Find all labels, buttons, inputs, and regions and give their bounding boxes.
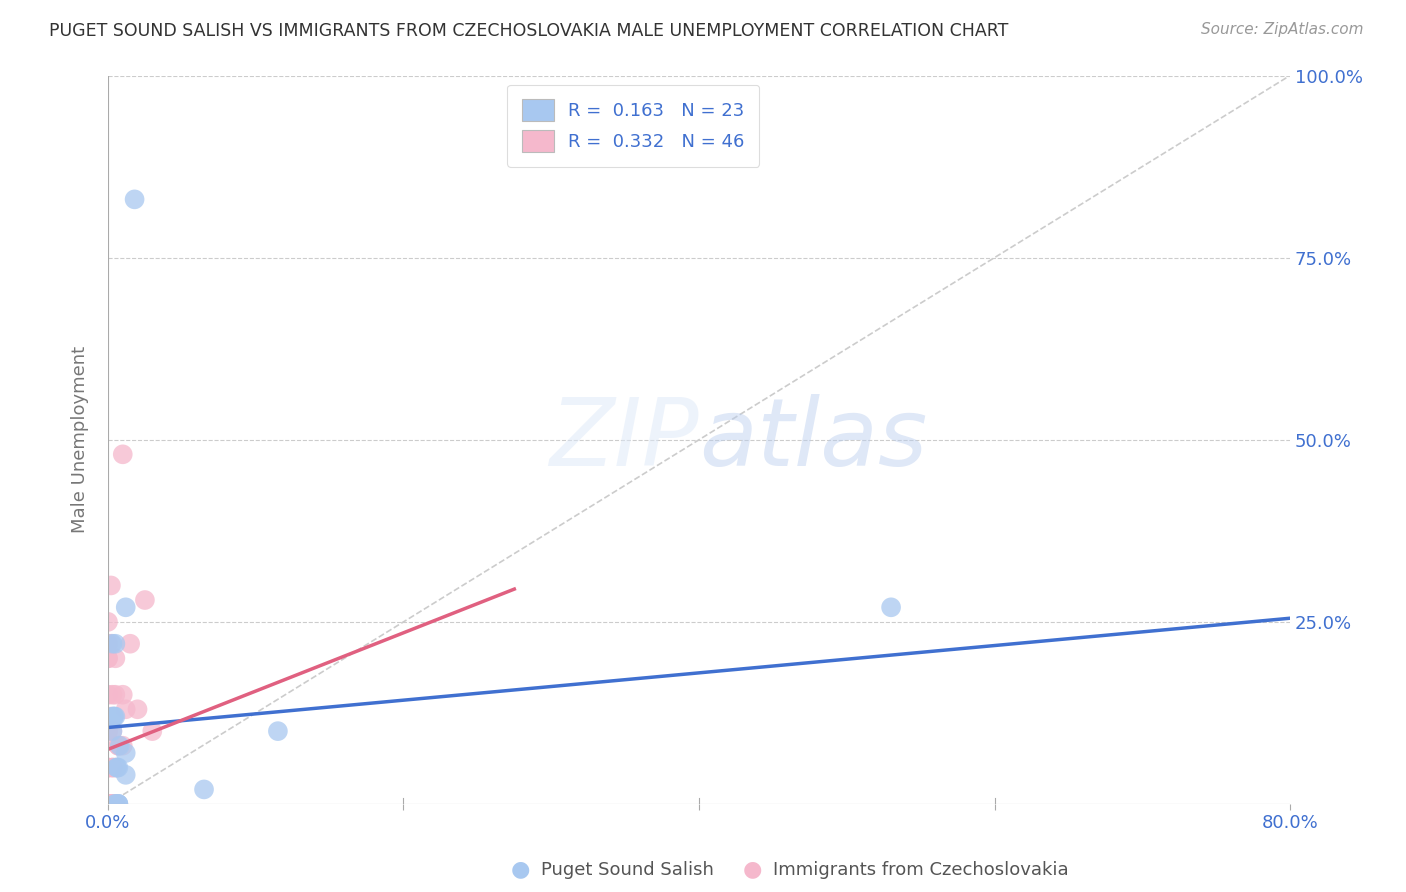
Point xyxy=(107,797,129,811)
Point xyxy=(101,709,124,723)
Text: ZIP: ZIP xyxy=(550,394,699,485)
Point xyxy=(104,637,127,651)
Point xyxy=(111,688,134,702)
Y-axis label: Male Unemployment: Male Unemployment xyxy=(72,346,89,533)
Point xyxy=(193,782,215,797)
Point xyxy=(134,593,156,607)
Point xyxy=(104,797,127,811)
Point xyxy=(104,797,127,811)
Point xyxy=(105,760,128,774)
Point xyxy=(880,600,903,615)
Point xyxy=(97,651,120,665)
Point xyxy=(107,797,129,811)
Point xyxy=(97,688,120,702)
Point xyxy=(108,739,131,753)
Point xyxy=(97,797,120,811)
Point xyxy=(103,709,125,723)
Point xyxy=(97,797,120,811)
Text: Immigrants from Czechoslovakia: Immigrants from Czechoslovakia xyxy=(773,861,1069,879)
Point xyxy=(107,739,129,753)
Point xyxy=(124,192,146,206)
Point xyxy=(98,797,121,811)
Point xyxy=(100,797,122,811)
Text: ●: ● xyxy=(510,860,530,880)
Point xyxy=(127,702,149,716)
Point xyxy=(98,797,121,811)
Point xyxy=(97,724,120,739)
Point xyxy=(100,637,122,651)
Text: PUGET SOUND SALISH VS IMMIGRANTS FROM CZECHOSLOVAKIA MALE UNEMPLOYMENT CORRELATI: PUGET SOUND SALISH VS IMMIGRANTS FROM CZ… xyxy=(49,22,1008,40)
Point xyxy=(101,688,124,702)
Point xyxy=(104,797,127,811)
Point xyxy=(98,797,121,811)
Point xyxy=(104,651,127,665)
Point xyxy=(104,709,127,723)
Point xyxy=(104,797,127,811)
Point xyxy=(103,709,125,723)
Point xyxy=(98,797,121,811)
Point xyxy=(105,760,128,774)
Point xyxy=(97,797,120,811)
Point xyxy=(120,637,142,651)
Point xyxy=(114,600,136,615)
Point xyxy=(267,724,290,739)
Point xyxy=(97,797,120,811)
Point xyxy=(97,760,120,774)
Point xyxy=(114,768,136,782)
Point xyxy=(101,797,124,811)
Legend: R =  0.163   N = 23, R =  0.332   N = 46: R = 0.163 N = 23, R = 0.332 N = 46 xyxy=(508,85,759,167)
Text: Puget Sound Salish: Puget Sound Salish xyxy=(541,861,714,879)
Point xyxy=(101,797,124,811)
Point xyxy=(104,797,127,811)
Point xyxy=(97,637,120,651)
Point xyxy=(97,760,120,774)
Point xyxy=(107,739,129,753)
Point xyxy=(107,797,129,811)
Point xyxy=(97,651,120,665)
Point xyxy=(101,760,124,774)
Point xyxy=(97,724,120,739)
Point xyxy=(111,739,134,753)
Point xyxy=(114,746,136,760)
Point xyxy=(104,760,127,774)
Text: Source: ZipAtlas.com: Source: ZipAtlas.com xyxy=(1201,22,1364,37)
Point xyxy=(107,760,129,774)
Point xyxy=(141,724,163,739)
Point xyxy=(100,578,122,592)
Point xyxy=(101,637,124,651)
Point xyxy=(101,724,124,739)
Point xyxy=(97,615,120,629)
Text: ●: ● xyxy=(742,860,762,880)
Point xyxy=(100,709,122,723)
Point xyxy=(101,724,124,739)
Point xyxy=(104,688,127,702)
Point xyxy=(101,760,124,774)
Point xyxy=(111,447,134,461)
Point xyxy=(114,702,136,716)
Point xyxy=(97,760,120,774)
Point xyxy=(97,797,120,811)
Text: atlas: atlas xyxy=(699,394,927,485)
Point xyxy=(97,797,120,811)
